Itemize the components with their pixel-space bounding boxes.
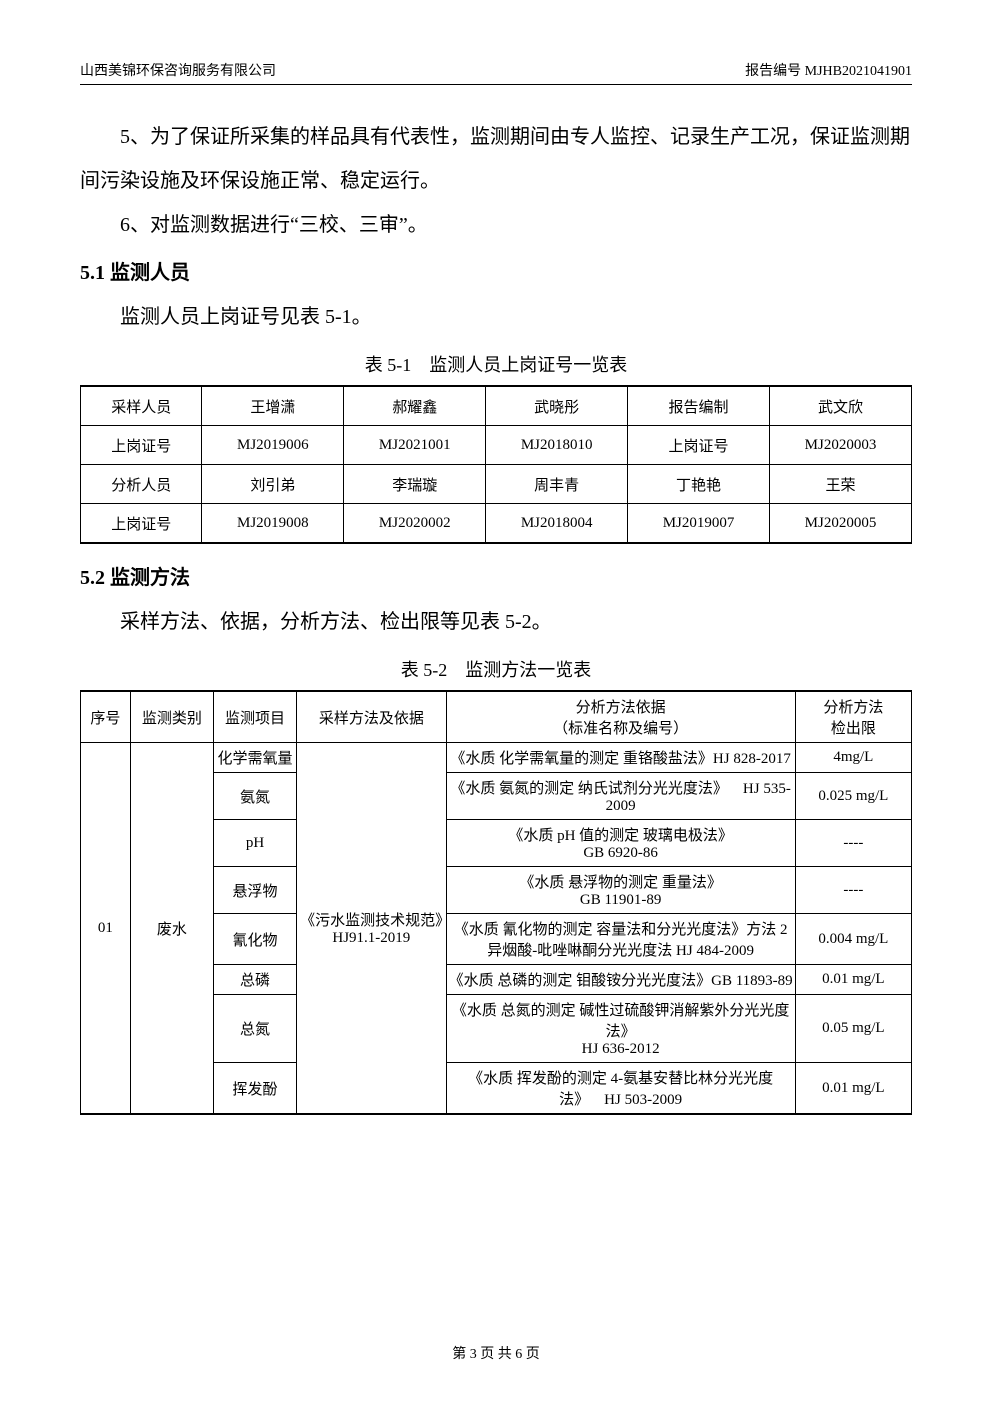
cell: 上岗证号 [81,504,202,544]
cell-item: 氨氮 [213,773,296,820]
col-method: 分析方法依据 （标准名称及编号） [446,691,795,743]
cell: 上岗证号 [628,426,770,465]
cell: 上岗证号 [81,426,202,465]
cell-seq: 01 [81,743,131,1115]
para-6: 6、对监测数据进行“三校、三审”。 [80,203,912,247]
page-header: 山西美锦环保咨询服务有限公司 报告编号 MJHB2021041901 [80,60,912,85]
cell: MJ2018010 [486,426,628,465]
cell: 分析人员 [81,465,202,504]
cell: MJ2019008 [202,504,344,544]
cell: 郝耀鑫 [344,386,486,426]
page-footer: 第 3 页 共 6 页 [0,1343,992,1363]
cell: 丁艳艳 [628,465,770,504]
cell-limit: ---- [795,820,911,867]
section-5-2-body: 采样方法、依据，分析方法、检出限等见表 5-2。 [80,600,912,644]
table-5-1: 采样人员 王增潇 郝耀鑫 武晓彤 报告编制 武文欣 上岗证号 MJ2019006… [80,385,912,544]
cell-method: 《水质 悬浮物的测定 重量法》 GB 11901-89 [446,867,795,914]
cell-limit: 0.05 mg/L [795,995,911,1063]
table-row: 上岗证号 MJ2019008 MJ2020002 MJ2018004 MJ201… [81,504,912,544]
cell: MJ2021001 [344,426,486,465]
col-category: 监测类别 [130,691,213,743]
cell-method: 《水质 化学需氧量的测定 重铬酸盐法》HJ 828-2017 [446,743,795,773]
header-left: 山西美锦环保咨询服务有限公司 [80,60,276,80]
cell-item: 总氮 [213,995,296,1063]
cell: MJ2019006 [202,426,344,465]
para-5: 5、为了保证所采集的样品具有代表性，监测期间由专人监控、记录生产工况，保证监测期… [80,115,912,203]
cell-method: 《水质 pH 值的测定 玻璃电极法》 GB 6920-86 [446,820,795,867]
section-5-2-title: 5.2 监测方法 [80,556,912,600]
header-right: 报告编号 MJHB2021041901 [745,60,912,80]
cell: 王荣 [770,465,912,504]
cell-method: 《水质 总磷的测定 钼酸铵分光光度法》GB 11893-89 [446,965,795,995]
page: 山西美锦环保咨询服务有限公司 报告编号 MJHB2021041901 5、为了保… [0,0,992,1403]
cell-limit: 4mg/L [795,743,911,773]
table-row: 01 废水 化学需氧量 《污水监测技术规范》HJ91.1-2019 《水质 化学… [81,743,912,773]
cell-method: 《水质 氰化物的测定 容量法和分光光度法》方法 2 异烟酸-吡唑啉酮分光光度法 … [446,914,795,965]
cell: 周丰青 [486,465,628,504]
cell: 报告编制 [628,386,770,426]
cell: 武文欣 [770,386,912,426]
cell-sampling: 《污水监测技术规范》HJ91.1-2019 [297,743,447,1115]
col-sampling: 采样方法及依据 [297,691,447,743]
section-5-1-title: 5.1 监测人员 [80,251,912,295]
cell-limit: 0.01 mg/L [795,1063,911,1115]
col-seq: 序号 [81,691,131,743]
cell-limit: 0.01 mg/L [795,965,911,995]
cell-item: 悬浮物 [213,867,296,914]
col-limit: 分析方法 检出限 [795,691,911,743]
cell: 王增潇 [202,386,344,426]
cell: MJ2020003 [770,426,912,465]
cell-limit: 0.004 mg/L [795,914,911,965]
table-5-1-caption: 表 5-1 监测人员上岗证号一览表 [80,351,912,377]
cell-item: 总磷 [213,965,296,995]
cell-limit: 0.025 mg/L [795,773,911,820]
cell: 李瑞璇 [344,465,486,504]
cell: MJ2019007 [628,504,770,544]
cell-limit: ---- [795,867,911,914]
table-row: 分析人员 刘引弟 李瑞璇 周丰青 丁艳艳 王荣 [81,465,912,504]
cell-method: 《水质 总氮的测定 碱性过硫酸钾消解紫外分光光度法》 HJ 636-2012 [446,995,795,1063]
cell: 采样人员 [81,386,202,426]
cell-item: pH [213,820,296,867]
cell: MJ2020005 [770,504,912,544]
table-row: 采样人员 王增潇 郝耀鑫 武晓彤 报告编制 武文欣 [81,386,912,426]
cell-item: 挥发酚 [213,1063,296,1115]
cell-item: 氰化物 [213,914,296,965]
cell: 刘引弟 [202,465,344,504]
cell-item: 化学需氧量 [213,743,296,773]
cell-method: 《水质 挥发酚的测定 4-氨基安替比林分光光度法》 HJ 503-2009 [446,1063,795,1115]
cell: MJ2020002 [344,504,486,544]
table-row: 上岗证号 MJ2019006 MJ2021001 MJ2018010 上岗证号 … [81,426,912,465]
cell: MJ2018004 [486,504,628,544]
cell: 武晓彤 [486,386,628,426]
section-5-1-body: 监测人员上岗证号见表 5-1。 [80,295,912,339]
table-5-2-caption: 表 5-2 监测方法一览表 [80,656,912,682]
table-header-row: 序号 监测类别 监测项目 采样方法及依据 分析方法依据 （标准名称及编号） 分析… [81,691,912,743]
table-5-2: 序号 监测类别 监测项目 采样方法及依据 分析方法依据 （标准名称及编号） 分析… [80,690,912,1115]
col-item: 监测项目 [213,691,296,743]
cell-method: 《水质 氨氮的测定 纳氏试剂分光光度法》 HJ 535-2009 [446,773,795,820]
cell-category: 废水 [130,743,213,1115]
